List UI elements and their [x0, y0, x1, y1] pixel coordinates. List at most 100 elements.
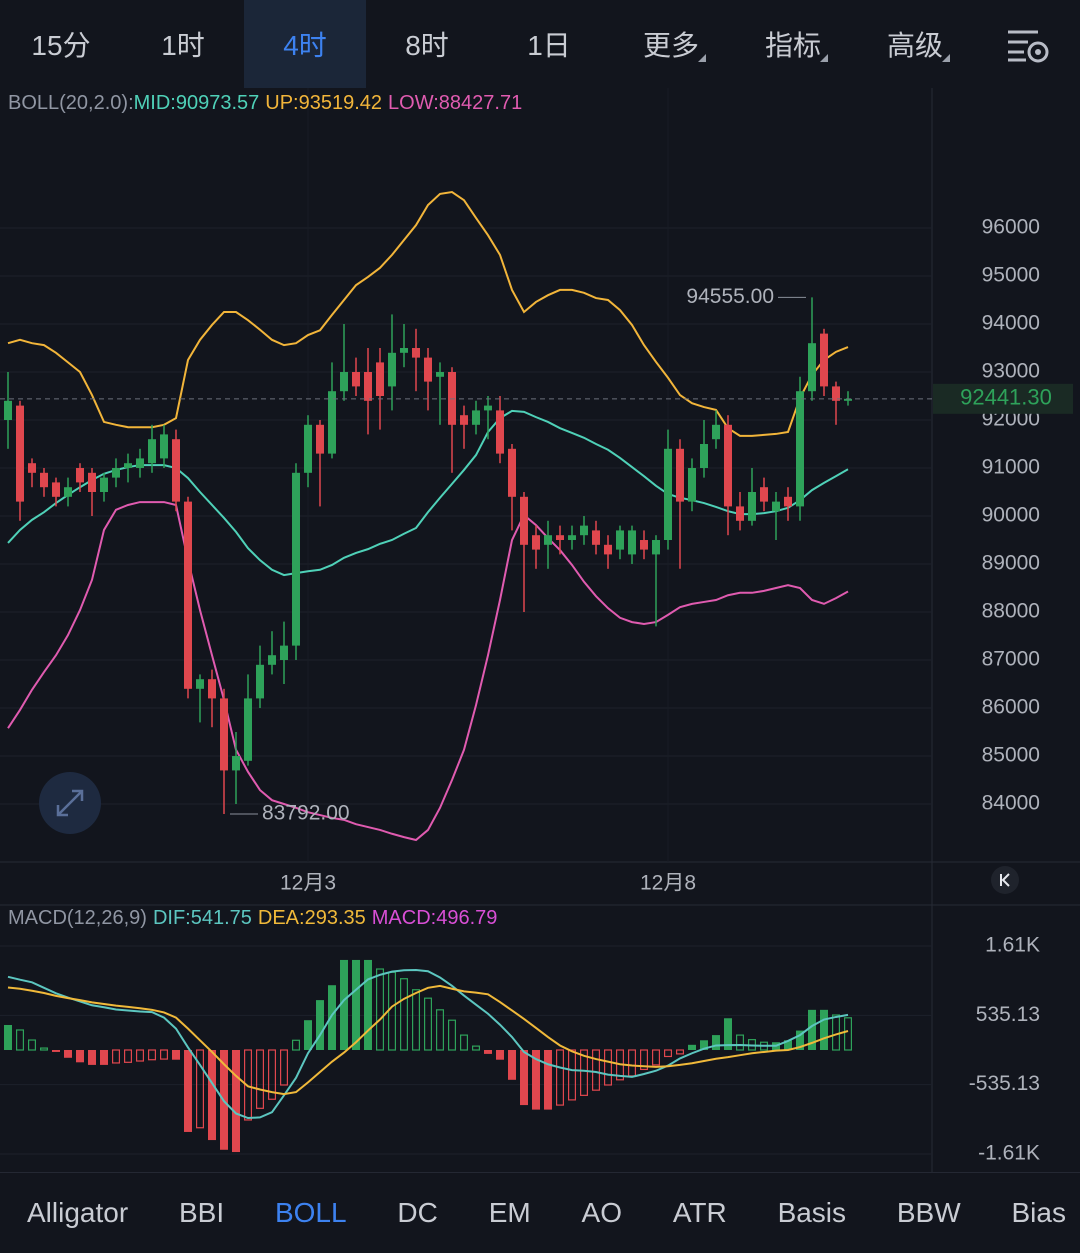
candle-body — [784, 496, 792, 507]
tab[interactable]: 指标 — [732, 0, 854, 88]
candle-body — [268, 655, 276, 665]
collapse-button[interactable] — [991, 866, 1019, 894]
candle-body — [4, 400, 12, 421]
tab[interactable]: Bias — [1011, 1197, 1066, 1228]
histogram-bar — [460, 1034, 469, 1051]
candle-body — [724, 424, 732, 507]
histogram-bar — [567, 1049, 576, 1101]
histogram-bar — [172, 1050, 180, 1060]
y-tick-label: -535.13 — [969, 1072, 1040, 1095]
tab[interactable]: EM — [488, 1197, 531, 1228]
candle-body — [256, 664, 264, 699]
settings-button[interactable] — [1004, 26, 1052, 66]
histogram-bar — [184, 1050, 192, 1132]
candle-body — [196, 679, 204, 689]
y-tick-label: -1.61K — [978, 1142, 1040, 1165]
tab[interactable]: BOLL — [274, 1197, 347, 1228]
histogram-bar — [52, 1050, 60, 1052]
legend-entry: LOW:88427.71 — [388, 92, 522, 114]
histogram-bar — [64, 1050, 72, 1058]
candle-body — [340, 372, 348, 392]
candle-body — [28, 463, 36, 473]
candle-body — [172, 439, 180, 502]
candle-body — [616, 530, 624, 550]
candle-body — [508, 448, 516, 497]
tab[interactable]: BBW — [896, 1197, 961, 1228]
tab[interactable]: Basis — [777, 1197, 847, 1228]
y-tick-label: 89000 — [982, 552, 1040, 575]
histogram-bar — [244, 1049, 253, 1121]
candle-body — [208, 679, 216, 699]
tab[interactable]: 更多 — [610, 0, 732, 88]
histogram-bar — [111, 1049, 120, 1064]
candle-body — [64, 487, 72, 497]
expand-icon — [56, 789, 84, 817]
macd-line — [7, 984, 849, 1096]
histogram-bar — [808, 1009, 816, 1051]
candle-body — [16, 405, 24, 502]
candle-body — [664, 448, 672, 541]
tab[interactable]: 1日 — [527, 30, 571, 61]
tab[interactable]: 1时 — [161, 30, 205, 61]
histogram-bar — [496, 1050, 504, 1060]
histogram-bar — [352, 959, 360, 1051]
histogram-bar — [316, 1000, 324, 1051]
histogram-bar — [436, 1009, 445, 1051]
tab[interactable]: 8时 — [405, 30, 449, 61]
histogram-bar — [651, 1049, 660, 1066]
candle-body — [604, 544, 612, 555]
histogram-bar — [663, 1049, 672, 1058]
histogram-bar — [579, 1049, 588, 1096]
tab[interactable]: Alligator — [27, 1197, 129, 1228]
tab[interactable]: 4时 — [244, 0, 366, 88]
histogram-bar — [268, 1049, 277, 1100]
histogram-bar — [28, 1039, 37, 1051]
histogram-bar — [148, 1049, 157, 1061]
histogram-bar — [508, 1050, 516, 1080]
candle-body — [760, 487, 768, 502]
legend-title: MACD(12,26,9) — [8, 907, 147, 929]
histogram-bar — [208, 1050, 216, 1141]
tab[interactable]: 15分 — [31, 30, 91, 61]
candle-body — [808, 343, 816, 392]
tab[interactable]: BBI — [179, 1197, 225, 1228]
tab[interactable]: AO — [581, 1197, 622, 1228]
candle-body — [184, 501, 192, 689]
histogram-bar — [304, 1020, 312, 1051]
candle-body — [328, 391, 336, 454]
annotation-label: 83792.00 — [262, 802, 350, 825]
candle-body — [472, 410, 480, 425]
candle-body — [52, 482, 60, 497]
candle-body — [304, 424, 312, 473]
histogram-bar — [520, 1050, 528, 1106]
y-tick-label: 88000 — [982, 600, 1040, 623]
collapse-icon — [1000, 873, 1010, 887]
candle-body — [112, 468, 120, 478]
histogram-bar — [675, 1049, 684, 1055]
histogram-bar — [376, 968, 385, 1051]
candle-body — [280, 645, 288, 661]
histogram-bar — [340, 959, 348, 1051]
legend: MACD(12,26,9) DIF:541.75 DEA:293.35 MACD:49… — [8, 907, 497, 929]
macd-line — [7, 968, 849, 1120]
candle-body — [136, 458, 144, 469]
candle-body — [580, 525, 588, 536]
tab[interactable]: 高级 — [854, 0, 976, 88]
settings-icon — [1008, 30, 1038, 62]
y-tick-label: 90000 — [982, 504, 1040, 527]
legend-entry: DEA:293.35 — [258, 907, 366, 929]
histogram-bar — [639, 1049, 648, 1071]
y-tick-label: 95000 — [982, 264, 1040, 287]
y-tick-label: 87000 — [982, 648, 1040, 671]
tab[interactable]: ATR — [672, 1197, 727, 1228]
y-tick-label: 86000 — [982, 696, 1040, 719]
histogram-bar — [424, 997, 433, 1051]
tab[interactable]: DC — [397, 1197, 438, 1228]
x-tick-label: 12月8 — [640, 872, 696, 895]
candle-body — [412, 348, 420, 358]
histogram-bar — [39, 1047, 48, 1051]
candle-body — [40, 472, 48, 488]
y-tick-label: 96000 — [982, 216, 1040, 239]
candle-body — [796, 391, 804, 507]
settings-icon — [1027, 41, 1049, 63]
